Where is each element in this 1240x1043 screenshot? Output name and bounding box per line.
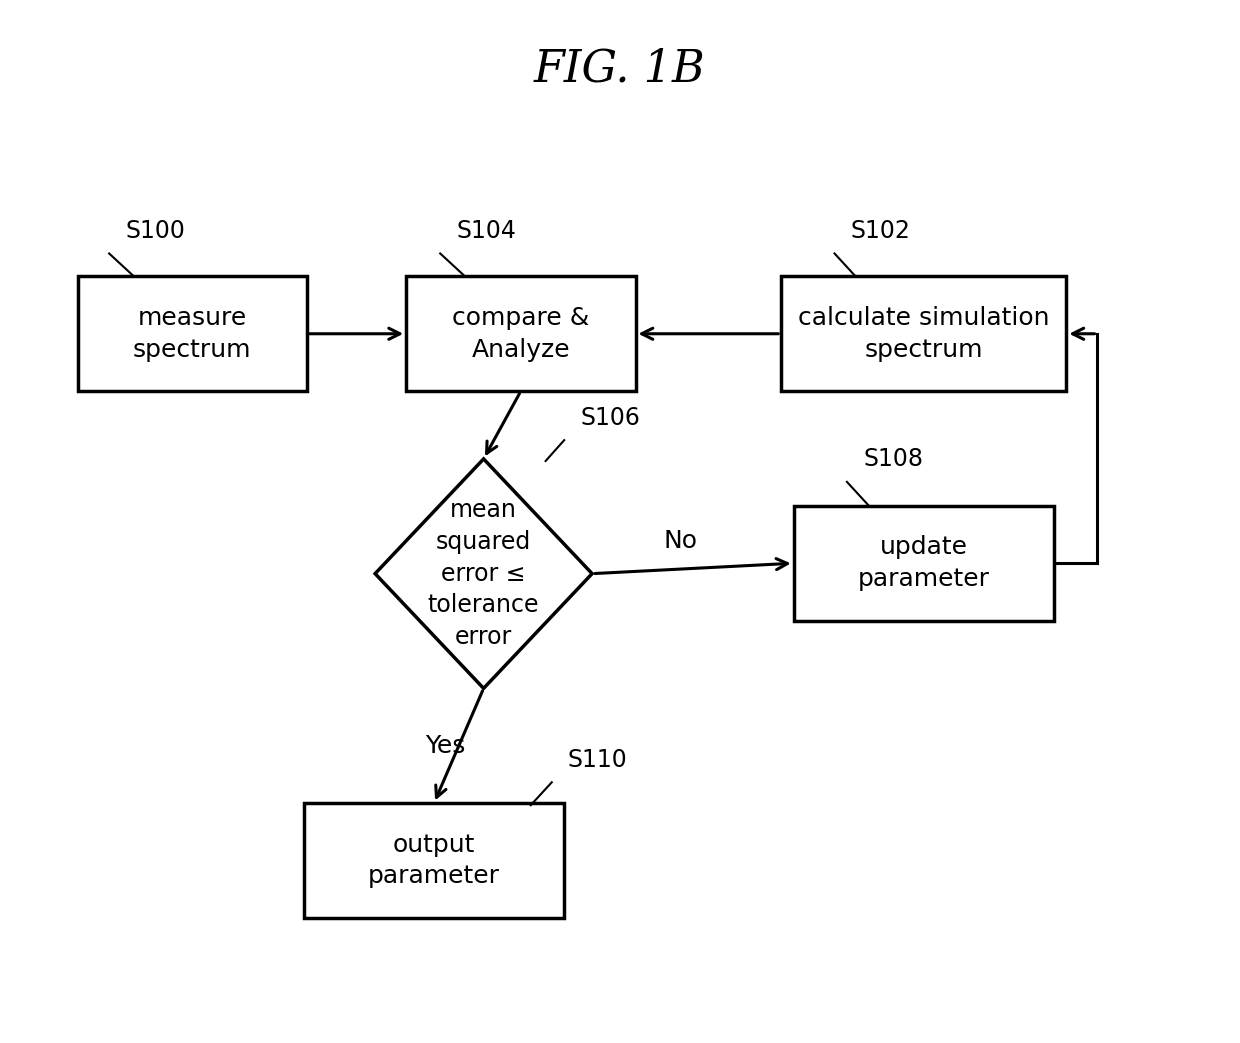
Text: calculate simulation
spectrum: calculate simulation spectrum [799,306,1049,362]
Text: S108: S108 [863,447,923,471]
Polygon shape [374,459,593,688]
Text: S110: S110 [568,748,627,772]
Text: mean
squared
error ≤
tolerance
error: mean squared error ≤ tolerance error [428,499,539,649]
FancyBboxPatch shape [781,276,1066,391]
Text: Yes: Yes [424,733,465,758]
FancyBboxPatch shape [407,276,635,391]
Text: output
parameter: output parameter [368,832,500,889]
Text: compare &
Analyze: compare & Analyze [453,306,589,362]
Text: S102: S102 [851,219,910,243]
Text: S100: S100 [125,219,185,243]
Text: No: No [663,529,697,553]
FancyBboxPatch shape [794,506,1054,621]
Text: measure
spectrum: measure spectrum [133,306,252,362]
Text: S106: S106 [580,406,640,430]
Text: update
parameter: update parameter [858,535,990,591]
FancyBboxPatch shape [77,276,306,391]
Text: S104: S104 [456,219,516,243]
FancyBboxPatch shape [304,803,564,918]
Text: FIG. 1B: FIG. 1B [534,47,706,90]
